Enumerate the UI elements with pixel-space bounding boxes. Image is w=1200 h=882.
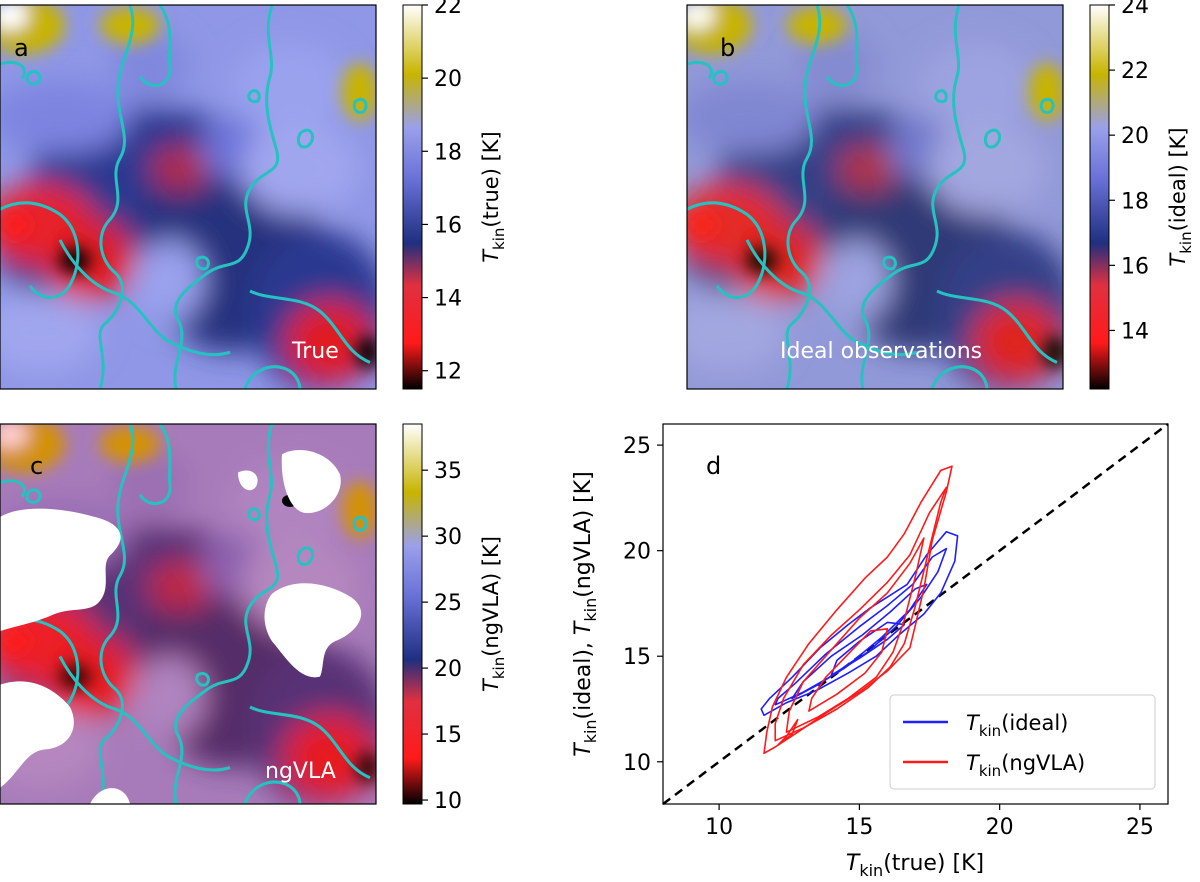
y-tick-label: 20 xyxy=(623,540,651,565)
panel-d-xlabel-symbol: T xyxy=(846,851,861,876)
legend-ngvla-symbol: T xyxy=(966,751,981,775)
colorbar-b-tick-label: 18 xyxy=(1121,189,1149,214)
panel-a: a True 12 14 16 18 20 22 Tkin(true) [K] xyxy=(0,0,508,390)
colorbar-c-tick-label: 15 xyxy=(434,723,462,748)
y-tick-label: 15 xyxy=(623,645,651,670)
colorbar-c-tick-label: 10 xyxy=(434,789,462,814)
colorbar-a-label: Tkin(true) [K] xyxy=(479,131,508,263)
colorbar-b-tick-label: 24 xyxy=(1121,0,1149,19)
colorbar-b: 14 16 18 20 22 24 Tkin(ideal) [K] xyxy=(1089,0,1195,390)
panel-d-ylabel: Tkin(ideal), Tkin(ngVLA) [K] xyxy=(571,471,600,757)
legend-ideal-sub: kin xyxy=(979,722,1001,740)
panel-d-xlabel-rest: (true) [K] xyxy=(883,851,984,876)
colorbar-a-tick-label: 12 xyxy=(434,360,462,385)
panel-d-frame xyxy=(662,423,1169,805)
colorbar-b-label: Tkin(ideal) [K] xyxy=(1166,127,1195,266)
panel-d-ylabel-symbol-2: T xyxy=(571,620,596,635)
colorbar-b-tick-label: 14 xyxy=(1121,319,1149,344)
colorbar-c-tick-label: 25 xyxy=(434,591,462,616)
colorbar-c-tick-label: 35 xyxy=(434,459,462,484)
ideal-contour xyxy=(830,621,906,677)
legend-label-ngvla: Tkin(ngVLA) xyxy=(966,751,1085,780)
colorbar-c: 10 15 20 25 30 35 Tkin(ngVLA) [K] xyxy=(402,423,508,814)
ngvla-contour xyxy=(785,537,925,734)
legend-ngvla-rest: (ngVLA) xyxy=(1001,751,1085,775)
colorbar-b-label-rest: (ideal) [K] xyxy=(1166,127,1190,231)
heatmap-a xyxy=(0,5,390,389)
panel-d-ylabel-sub-1: kin xyxy=(581,719,600,743)
colorbar-a-gradient xyxy=(402,4,423,390)
colorbar-a-label-sub: kin xyxy=(490,228,508,250)
colorbar-a-tick-label: 16 xyxy=(434,213,462,238)
colorbar-a-tick-label: 20 xyxy=(434,67,462,92)
panel-c: c ngVLA 10 15 20 25 30 35 Tkin(ngVLA) [K] xyxy=(0,423,508,814)
panel-b-frame xyxy=(686,4,1064,390)
colorbar-a-tick-label: 14 xyxy=(434,287,462,312)
panel-c-label: c xyxy=(30,452,43,480)
panel-d-plot xyxy=(662,423,1169,805)
colorbar-b-gradient xyxy=(1089,4,1110,390)
colorbar-a-label-rest: (true) [K] xyxy=(479,131,503,227)
legend-ngvla-sub: kin xyxy=(979,762,1001,780)
ngvla-contour xyxy=(808,627,889,712)
heatmap-c xyxy=(0,424,376,804)
colorbar-a-tick-label: 22 xyxy=(434,0,462,19)
legend-box xyxy=(889,694,1156,790)
ideal-contour xyxy=(774,547,948,706)
colorbar-c-tick-label: 20 xyxy=(434,657,462,682)
legend-label-ideal: Tkin(ideal) xyxy=(966,711,1068,740)
panel-b: b Ideal observations 14 16 18 20 22 24 Tkin(i… xyxy=(686,0,1195,390)
colorbar-a: 12 14 16 18 20 22 Tkin(true) [K] xyxy=(402,0,508,390)
panel-d-xlabel: Tkin(true) [K] xyxy=(846,851,984,880)
ngvla-contour xyxy=(774,486,948,742)
panel-d-ylabel-symbol-1: T xyxy=(571,742,596,757)
colorbar-c-label: Tkin(ngVLA) [K] xyxy=(479,536,508,692)
colorbar-c-gradient xyxy=(402,423,423,805)
panel-d-legend: Tkin(ideal) Tkin(ngVLA) xyxy=(889,694,1156,790)
legend-ideal-rest: (ideal) xyxy=(1001,711,1068,735)
panel-d-axes: 10 15 20 25 10 15 20 25 xyxy=(623,434,1154,840)
y-tick-label: 10 xyxy=(623,751,651,776)
panel-a-annotation: True xyxy=(291,339,339,364)
panel-d-label: d xyxy=(706,452,721,480)
panel-d-ylabel-rest-1: (ideal), xyxy=(571,635,596,719)
x-tick-label: 20 xyxy=(986,815,1014,840)
panel-a-label: a xyxy=(14,34,29,62)
colorbar-b-tick-label: 22 xyxy=(1121,59,1149,84)
panel-d-xlabel-sub: kin xyxy=(859,861,883,880)
x-tick-label: 15 xyxy=(845,815,873,840)
panel-b-annotation: Ideal observations xyxy=(780,339,982,364)
panel-d-ylabel-rest-2: (ngVLA) [K] xyxy=(571,471,596,598)
x-tick-label: 10 xyxy=(705,815,733,840)
heatmap-b xyxy=(687,5,1063,389)
colorbar-a-label-symbol: T xyxy=(479,248,503,263)
legend-ideal-symbol: T xyxy=(966,711,981,735)
panel-a-frame xyxy=(0,4,377,390)
panel-b-label: b xyxy=(720,34,735,62)
colorbar-b-tick-label: 16 xyxy=(1121,254,1149,279)
colorbar-b-label-symbol: T xyxy=(1166,252,1190,267)
y-tick-label: 25 xyxy=(623,434,651,459)
panel-d-ylabel-sub-2: kin xyxy=(581,598,600,622)
panel-c-frame xyxy=(0,423,377,805)
x-tick-label: 25 xyxy=(1126,815,1154,840)
colorbar-c-tick-label: 30 xyxy=(434,525,462,550)
colorbar-c-label-sub: kin xyxy=(490,657,508,679)
colorbar-c-label-symbol: T xyxy=(479,677,503,692)
ngvla-contour xyxy=(777,718,799,746)
one-to-one-line xyxy=(662,423,1169,805)
colorbar-b-label-sub: kin xyxy=(1177,231,1195,253)
colorbar-c-label-rest: (ngVLA) [K] xyxy=(479,536,503,657)
colorbar-a-tick-label: 18 xyxy=(434,140,462,165)
colorbar-b-tick-label: 20 xyxy=(1121,124,1149,149)
panel-c-annotation: ngVLA xyxy=(265,759,336,784)
